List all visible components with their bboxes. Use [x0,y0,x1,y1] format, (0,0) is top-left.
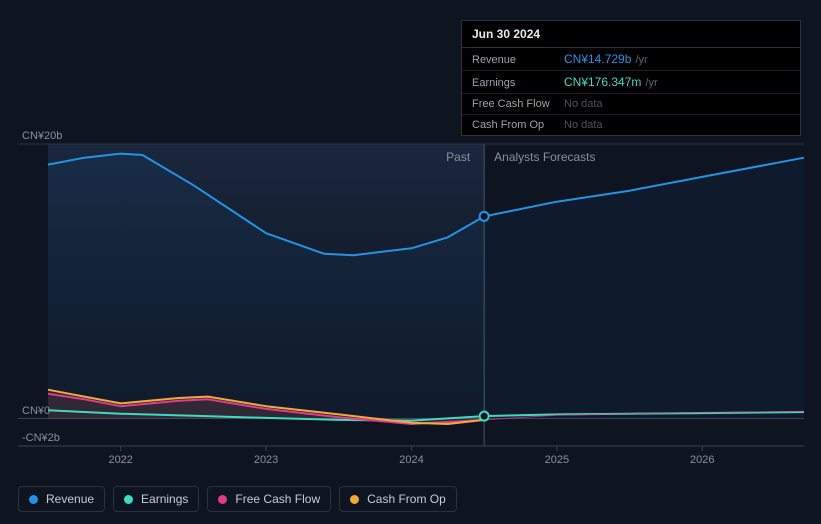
tooltip-nodata: No data [564,119,603,131]
legend-label: Free Cash Flow [235,492,320,506]
x-axis-label: 2023 [254,454,278,466]
legend-label: Cash From Op [367,492,446,506]
forecast-section-label: Analysts Forecasts [494,150,595,164]
legend-item-earnings[interactable]: Earnings [113,486,199,512]
legend-item-fcf[interactable]: Free Cash Flow [207,486,331,512]
x-axis-label: 2024 [399,454,423,466]
tooltip-metric-unit: /yr [635,54,647,66]
tooltip-row: Cash From OpNo data [462,115,800,135]
tooltip-metric-value: CN¥14.729b [564,52,631,66]
y-axis-label: CN¥20b [22,130,62,142]
legend: Revenue Earnings Free Cash Flow Cash From O… [18,486,457,512]
tooltip-metric-label: Revenue [472,54,564,66]
tooltip-row: RevenueCN¥14.729b/yr [462,48,800,71]
tooltip-row: Free Cash FlowNo data [462,94,800,115]
y-axis-label: -CN¥2b [22,432,60,444]
tooltip-date: Jun 30 2024 [462,21,800,48]
tooltip-metric-label: Earnings [472,77,564,89]
legend-label: Earnings [141,492,188,506]
legend-swatch-icon [29,495,38,504]
x-axis-label: 2025 [545,454,569,466]
tooltip-metric-label: Free Cash Flow [472,98,564,110]
tooltip-row: EarningsCN¥176.347m/yr [462,71,800,94]
legend-item-cfo[interactable]: Cash From Op [339,486,457,512]
x-axis-label: 2026 [690,454,714,466]
tooltip-metric-unit: /yr [645,77,657,89]
legend-swatch-icon [124,495,133,504]
y-axis-label: CN¥0 [22,405,50,417]
legend-item-revenue[interactable]: Revenue [18,486,105,512]
tooltip-metric-label: Cash From Op [472,119,564,131]
legend-label: Revenue [46,492,94,506]
tooltip-metric-value: CN¥176.347m [564,75,641,89]
legend-swatch-icon [218,495,227,504]
tooltip-nodata: No data [564,98,603,110]
chart-container: Jun 30 2024 RevenueCN¥14.729b/yrEarnings… [0,0,821,524]
legend-swatch-icon [350,495,359,504]
x-axis-label: 2022 [108,454,132,466]
past-section-label: Past [446,150,470,164]
tooltip-box: Jun 30 2024 RevenueCN¥14.729b/yrEarnings… [461,20,801,136]
